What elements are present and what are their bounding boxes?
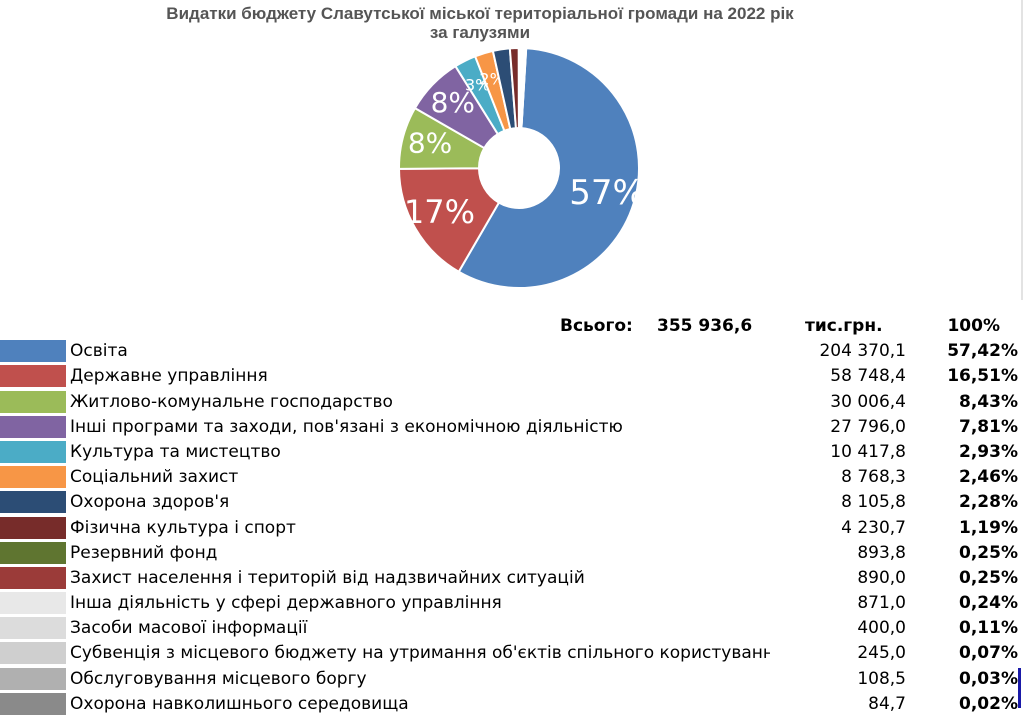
category-name: Культура та мистецтво [70, 441, 281, 462]
chart-title-line-2: за галузями [429, 23, 531, 42]
legend-swatch [0, 692, 66, 715]
category-percent: 0,25% [959, 567, 1018, 588]
table-row: Житлово-комунальне господарство 30 006,4 8… [0, 390, 1024, 415]
category-percent: 7,81% [959, 416, 1018, 437]
legend-table: Всього: 355 936,6 тис.грн. 100% Освіта 20… [0, 314, 1024, 717]
table-row: Інші програми та заходи, пов'язані з еко… [0, 415, 1024, 440]
category-name: Державне управління [70, 366, 268, 387]
category-value: 84,7 [868, 693, 906, 714]
table-row: Освіта 204 370,1 57,42% [0, 339, 1024, 364]
legend-swatch [0, 340, 66, 363]
category-value: 8 768,3 [841, 467, 906, 488]
donut-slice [520, 47, 528, 130]
scroll-marker [1018, 668, 1021, 708]
table-row: Фізична культура і спорт 4 230,7 1,19% [0, 516, 1024, 541]
category-value: 890,0 [857, 567, 906, 588]
category-percent: 16,51% [947, 366, 1018, 387]
table-row: Засоби масової інформації 400,0 0,11% [0, 616, 1024, 641]
legend-swatch [0, 491, 66, 514]
slice-label: 8% [431, 86, 475, 119]
category-name: Інші програми та заходи, пов'язані з еко… [70, 416, 623, 437]
category-name: Засоби масової інформації [70, 618, 308, 639]
legend-swatch [0, 642, 66, 665]
category-name: Фізична культура і спорт [70, 517, 296, 538]
category-name: Соціальний захист [70, 467, 239, 488]
slice-label: 57% [569, 173, 645, 213]
category-percent: 8,43% [959, 391, 1018, 412]
category-value: 245,0 [857, 643, 906, 664]
category-value: 58 748,4 [830, 366, 906, 387]
table-row: Державне управління 58 748,4 16,51% [0, 364, 1024, 389]
table-row: Соціальний захист 8 768,3 2,46% [0, 465, 1024, 490]
category-percent: 0,25% [959, 542, 1018, 563]
category-percent: 2,46% [959, 467, 1018, 488]
total-label: Всього: [560, 316, 633, 336]
category-percent: 0,03% [959, 668, 1018, 689]
category-name: Обслуговування місцевого боргу [70, 668, 367, 689]
category-value: 10 417,8 [830, 441, 906, 462]
table-row: Резервний фонд 893,8 0,25% [0, 541, 1024, 566]
table-row: Охорона здоров'я 8 105,8 2,28% [0, 490, 1024, 515]
table-row: Інша діяльність у сфері державного управ… [0, 591, 1024, 616]
slice-label: 8% [408, 127, 452, 160]
category-value: 30 006,4 [830, 391, 906, 412]
category-percent: 0,07% [959, 643, 1018, 664]
category-percent: 0,24% [959, 593, 1018, 614]
category-value: 204 370,1 [819, 341, 906, 362]
donut-slice [397, 167, 501, 274]
slice-label: 17% [404, 193, 475, 231]
legend-swatch [0, 415, 66, 438]
total-value: 355 936,6 [657, 316, 753, 336]
category-name: Освіта [70, 341, 128, 362]
category-percent: 2,28% [959, 492, 1018, 513]
category-name: Охорона навколишнього середовища [70, 693, 409, 714]
category-value: 400,0 [857, 618, 906, 639]
table-row: Культура та мистецтво 10 417,8 2,93% [0, 440, 1024, 465]
table-row: Обслуговування місцевого боргу 108,5 0,03% [0, 667, 1024, 692]
table-row: Захист населення і територій від надзвич… [0, 566, 1024, 591]
category-value: 27 796,0 [830, 416, 906, 437]
category-name: Житлово-комунальне господарство [70, 391, 393, 412]
legend-swatch [0, 365, 66, 388]
category-value: 871,0 [857, 593, 906, 614]
category-value: 4 230,7 [841, 517, 906, 538]
unit-label: тис.грн. [805, 316, 883, 336]
legend-swatch [0, 390, 66, 413]
category-percent: 2,93% [959, 441, 1018, 462]
chart-title-line-1: Видатки бюджету Славутської міської тери… [166, 4, 794, 23]
category-percent: 0,11% [959, 618, 1018, 639]
legend-swatch [0, 667, 66, 690]
category-value: 893,8 [857, 542, 906, 563]
legend-swatch [0, 440, 66, 463]
chart-title: Видатки бюджету Славутської міської тери… [130, 4, 830, 42]
total-percent: 100% [947, 316, 1000, 336]
donut-slice [457, 47, 640, 289]
category-name: Інша діяльність у сфері державного управ… [70, 593, 502, 614]
table-row: Охорона навколишнього середовища 84,7 0,02… [0, 692, 1024, 717]
legend-swatch [0, 592, 66, 615]
category-percent: 57,42% [947, 341, 1018, 362]
category-name: Охорона здоров'я [70, 492, 230, 513]
category-value: 8 105,8 [841, 492, 906, 513]
category-name: Резервний фонд [70, 542, 218, 563]
legend-swatch [0, 516, 66, 539]
legend-swatch [0, 466, 66, 489]
category-percent: 1,19% [959, 517, 1018, 538]
table-row: Субвенція з місцевого бюджету на утриман… [0, 641, 1024, 666]
legend-swatch [0, 566, 66, 589]
category-name: Субвенція з місцевого бюджету на утриман… [70, 643, 770, 664]
total-row: Всього: 355 936,6 тис.грн. 100% [0, 314, 1024, 339]
category-name: Захист населення і територій від надзвич… [70, 567, 585, 588]
divider [1021, 0, 1023, 300]
category-value: 108,5 [857, 668, 906, 689]
donut-chart: 57%17%8%8%3%2% [397, 46, 645, 289]
legend-swatch [0, 617, 66, 640]
legend-swatch [0, 541, 66, 564]
category-percent: 0,02% [959, 693, 1018, 714]
